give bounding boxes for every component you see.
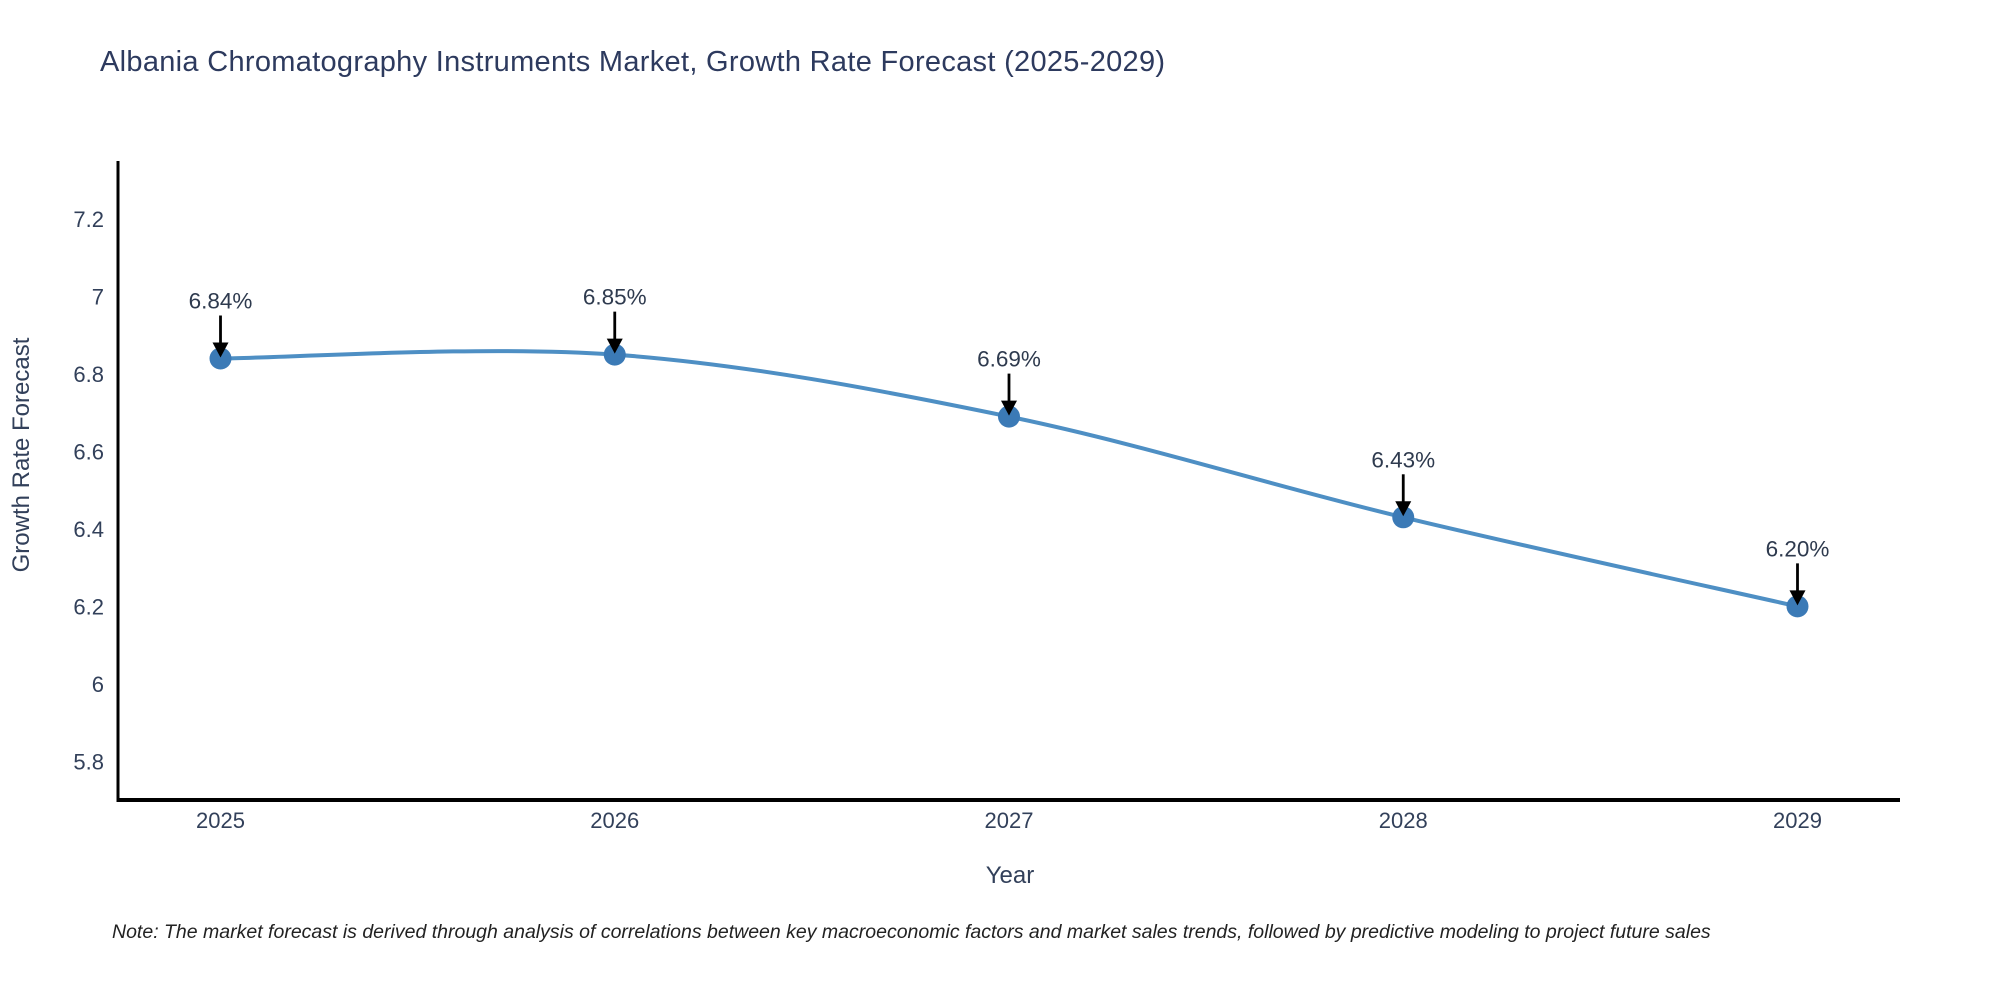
x-tick-label: 2025: [196, 808, 245, 833]
data-point-marker: [209, 347, 232, 370]
y-tick-label: 6.2: [73, 594, 104, 619]
annotation-label: 6.69%: [977, 347, 1041, 372]
data-point-marker: [603, 343, 626, 366]
data-point-marker: [998, 405, 1020, 428]
y-tick-label: 7: [92, 285, 104, 310]
annotation-arrowhead-icon: [1789, 590, 1806, 606]
y-tick-label: 6.6: [73, 439, 104, 464]
x-tick-label: 2026: [590, 808, 639, 833]
annotation-arrowhead-icon: [606, 338, 623, 354]
y-tick-label: 6.4: [73, 517, 104, 542]
x-axis-title: Year: [986, 862, 1035, 889]
data-point-marker: [1786, 595, 1809, 618]
annotation-label: 6.20%: [1766, 536, 1830, 561]
annotation-label: 6.85%: [583, 285, 647, 310]
annotation-label: 6.84%: [189, 289, 253, 314]
chart-footnote: Note: The market forecast is derived thr…: [112, 921, 1711, 943]
annotation-arrowhead-icon: [1001, 400, 1017, 416]
chart-title: Albania Chromatography Instruments Marke…: [100, 46, 1166, 78]
y-tick-label: 6.8: [73, 362, 104, 387]
y-tick-label: 7.2: [73, 207, 104, 232]
data-point-marker: [1392, 506, 1415, 529]
x-tick-label: 2027: [985, 808, 1034, 833]
y-tick-label: 5.8: [73, 749, 104, 774]
annotation-arrowhead-icon: [212, 342, 229, 358]
y-tick-label: 6: [92, 672, 104, 697]
annotation-label: 6.43%: [1371, 447, 1435, 472]
x-tick-label: 2029: [1773, 808, 1822, 833]
y-axis-title: Growth Rate Forecast: [8, 337, 35, 572]
annotation-arrowhead-icon: [1395, 501, 1412, 517]
x-tick-label: 2028: [1379, 808, 1428, 833]
